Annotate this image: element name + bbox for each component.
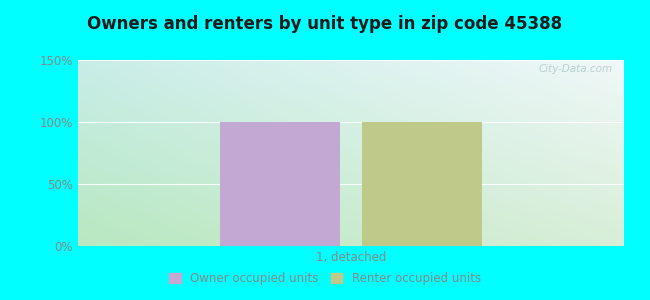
Text: Owners and renters by unit type in zip code 45388: Owners and renters by unit type in zip c… xyxy=(88,15,562,33)
Bar xyxy=(220,122,340,246)
Bar xyxy=(362,122,482,246)
Text: City-Data.com: City-Data.com xyxy=(539,64,613,74)
Legend: Owner occupied units, Renter occupied units: Owner occupied units, Renter occupied un… xyxy=(163,266,487,291)
